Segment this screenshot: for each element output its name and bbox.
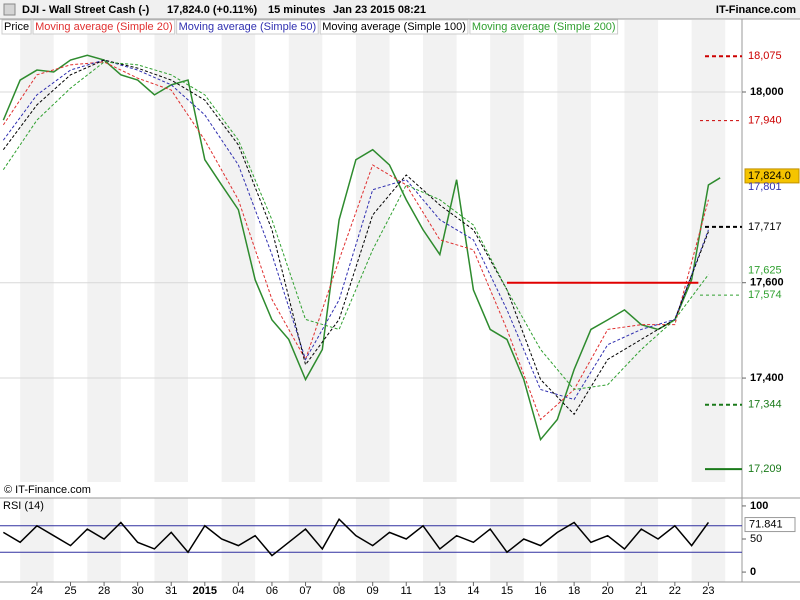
rsi-current-box	[744, 517, 796, 533]
series-line	[2, 54, 721, 442]
x-tick-label: 31	[165, 585, 177, 597]
x-tick-label: 04	[232, 585, 244, 597]
datetime: Jan 23 2015 08:21	[333, 4, 426, 16]
day-stripe	[87, 498, 121, 582]
day-stripe	[221, 498, 256, 582]
day-stripe	[624, 20, 659, 482]
rsi-current-label: 71.841	[749, 518, 783, 530]
legend-box	[319, 19, 469, 35]
x-tick-label: 21	[635, 585, 647, 597]
level-label: 17,209	[748, 463, 782, 475]
x-tick-label: 25	[64, 585, 76, 597]
symbol: DJI - Wall Street Cash (-)	[22, 4, 150, 16]
level-label: 17,625	[748, 265, 782, 277]
series-line	[2, 61, 709, 391]
series-line	[2, 59, 709, 401]
day-stripe	[288, 20, 323, 482]
level-label: 17,574	[748, 289, 782, 301]
day-stripe	[691, 498, 726, 582]
day-stripe	[490, 20, 524, 482]
y-tick-label: 100	[750, 500, 768, 512]
day-stripe	[288, 498, 323, 582]
series-line	[2, 59, 709, 416]
series-line	[2, 517, 710, 557]
x-tick-label: 16	[534, 585, 546, 597]
x-tick-label: 2015	[193, 585, 217, 597]
y-tick-label: 18,000	[750, 86, 784, 98]
header-icon	[3, 3, 16, 16]
level-box	[744, 168, 800, 184]
copyright: © IT-Finance.com	[4, 484, 91, 496]
day-stripe	[154, 20, 189, 482]
level-label: 17,344	[748, 399, 782, 411]
day-stripe	[20, 20, 54, 482]
day-stripe	[624, 498, 659, 582]
day-stripe	[557, 20, 591, 482]
quote: 17,824.0 (+0.11%)	[167, 4, 258, 16]
day-stripe	[490, 498, 524, 582]
x-tick-label: 30	[132, 585, 144, 597]
x-tick-label: 22	[669, 585, 681, 597]
x-tick-label: 24	[31, 585, 43, 597]
brand: IT-Finance.com	[716, 4, 796, 16]
x-tick-label: 07	[299, 585, 311, 597]
x-tick-label: 11	[401, 585, 412, 597]
header-bar	[0, 0, 800, 19]
x-tick-label: 15	[501, 585, 513, 597]
legend-entry[interactable]: Moving average (Simple 100)	[322, 21, 466, 33]
level-label: 17,824.0	[748, 170, 791, 182]
legend-box	[469, 19, 619, 35]
x-tick-label: 23	[702, 585, 714, 597]
legend-entry[interactable]: Moving average (Simple 200)	[472, 21, 616, 33]
level-label: 17,717	[748, 221, 782, 233]
level-label: 18,075	[748, 50, 782, 62]
x-tick-label: 18	[568, 585, 580, 597]
day-stripe	[221, 20, 256, 482]
interval: 15 minutes	[268, 4, 325, 16]
panel-title: RSI (14)	[3, 500, 44, 512]
legend-entry[interactable]: Moving average (Simple 50)	[179, 21, 317, 33]
y-tick-label: 17,400	[750, 372, 784, 384]
x-tick-label: 28	[98, 585, 110, 597]
series-line	[2, 61, 709, 421]
day-stripe	[355, 498, 390, 582]
x-tick-label: 20	[602, 585, 614, 597]
y-tick-label: 17,600	[750, 277, 784, 289]
x-tick-label: 06	[266, 585, 278, 597]
level-label: 17,940	[748, 115, 782, 127]
x-tick-label: 14	[467, 585, 479, 597]
day-stripe	[154, 498, 189, 582]
legend-box	[1, 19, 32, 35]
x-tick-label: 08	[333, 585, 345, 597]
day-stripe	[20, 498, 54, 582]
legend-entry[interactable]: Moving average (Simple 20)	[35, 21, 173, 33]
legend-box	[32, 19, 176, 35]
day-stripe	[87, 20, 121, 482]
x-tick-label: 13	[434, 585, 446, 597]
y-tick-label: 0	[750, 566, 756, 578]
legend-box	[176, 19, 319, 35]
x-tick-label: 09	[367, 585, 379, 597]
day-stripe	[423, 20, 457, 482]
day-stripe	[557, 498, 591, 582]
legend-entry[interactable]: Price	[4, 21, 29, 33]
level-label: 17,801	[748, 181, 782, 193]
y-tick-label: 50	[750, 533, 762, 545]
